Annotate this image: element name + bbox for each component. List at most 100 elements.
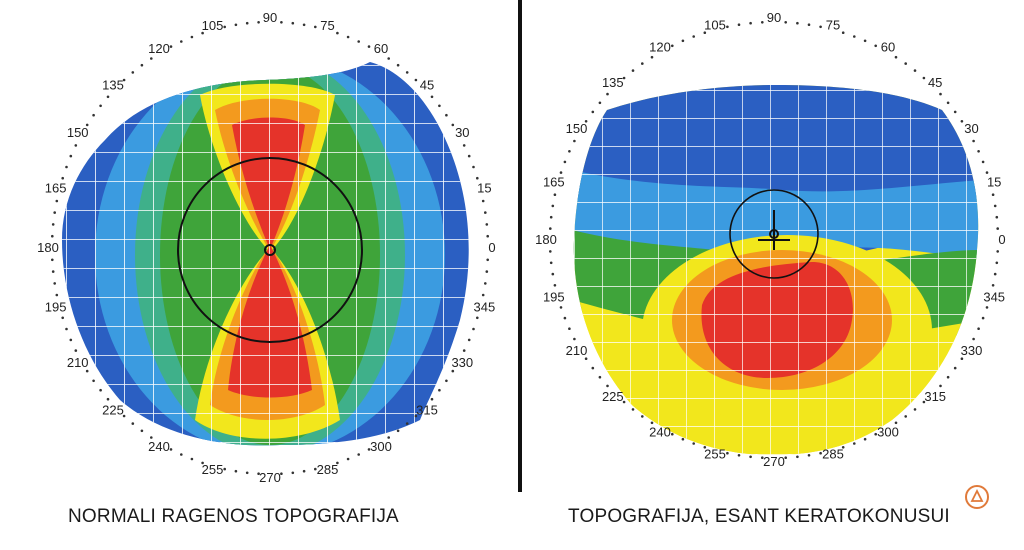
normal-degree-label-30: 30	[455, 125, 469, 140]
normal-degree-tick	[414, 78, 418, 82]
normal-degree-tick	[291, 21, 295, 25]
keratoconus-degree-tick	[841, 446, 845, 449]
keratoconus-degree-label-60: 60	[881, 40, 895, 55]
keratoconus-degree-tick	[606, 384, 609, 388]
keratoconus-degree-tick	[977, 327, 980, 331]
normal-degree-tick	[486, 258, 490, 262]
normal-degree-label-210: 210	[67, 355, 89, 370]
normal-degree-tick	[55, 293, 59, 297]
normal-degree-label-0: 0	[488, 240, 495, 255]
normal-degree-tick	[451, 123, 455, 127]
normal-degree-tick	[140, 429, 144, 433]
keratoconus-degree-tick	[953, 110, 957, 114]
keratoconus-degree-tick	[681, 39, 685, 43]
normal-degree-tick	[201, 461, 204, 465]
normal-degree-tick	[234, 469, 238, 473]
keratoconus-degree-label-120: 120	[649, 40, 671, 55]
keratoconus-degree-label-195: 195	[543, 290, 565, 305]
keratoconus-degree-tick	[863, 39, 867, 43]
normal-degree-tick	[445, 113, 448, 117]
keratoconus-degree-tick	[549, 261, 553, 265]
keratoconus-degree-label-270: 270	[763, 454, 785, 469]
normal-degree-tick	[367, 45, 371, 48]
keratoconus-degree-label-90: 90	[767, 10, 781, 25]
normal-degree-label-165: 165	[45, 181, 67, 196]
normal-center-marker	[264, 244, 276, 256]
normal-degree-tick	[314, 25, 317, 29]
keratoconus-degree-tick	[692, 35, 695, 38]
keratoconus-degree-tick	[584, 357, 588, 361]
keratoconus-degree-tick	[749, 21, 752, 25]
normal-degree-label-15: 15	[477, 181, 491, 196]
normal-degree-label-180: 180	[37, 240, 59, 255]
normal-degree-tick	[472, 327, 475, 331]
normal-degree-tick	[336, 461, 339, 465]
normal-degree-tick	[99, 104, 102, 108]
keratoconus-degree-label-30: 30	[964, 121, 978, 136]
keratoconus-degree-tick	[559, 306, 563, 309]
normal-degree-tick	[51, 223, 55, 226]
normal-degree-tick	[223, 467, 226, 471]
normal-degree-tick	[280, 472, 283, 476]
keratoconus-degree-tick	[796, 455, 799, 459]
normal-degree-tick	[481, 199, 485, 203]
keratoconus-degree-tick	[784, 456, 787, 460]
normal-degree-label-270: 270	[259, 470, 281, 485]
keratoconus-degree-tick	[591, 366, 595, 370]
normal-degree-tick	[169, 45, 173, 48]
normal-degree-tick	[85, 123, 89, 127]
keratoconus-degree-tick	[598, 375, 602, 379]
normal-degree-label-90: 90	[263, 10, 277, 25]
keratoconus-degree-tick	[641, 62, 644, 65]
keratoconus-degree-tick	[904, 62, 907, 65]
normal-degree-tick	[396, 429, 400, 433]
normal-degree-tick	[414, 414, 418, 418]
normal-degree-tick	[476, 316, 479, 320]
keratoconus-degree-label-75: 75	[826, 18, 840, 33]
normal-degree-label-120: 120	[148, 41, 170, 56]
normal-degree-label-300: 300	[370, 439, 392, 454]
keratoconus-degree-label-15: 15	[987, 175, 1001, 190]
normal-degree-tick	[257, 21, 260, 24]
keratoconus-degree-label-135: 135	[602, 75, 624, 90]
keratoconus-degree-tick	[591, 110, 595, 114]
keratoconus-degree-tick	[996, 250, 999, 253]
normal-degree-label-105: 105	[202, 18, 224, 33]
keratoconus-degree-tick	[993, 204, 997, 208]
normal-degree-tick	[61, 176, 64, 180]
keratoconus-degree-tick	[894, 421, 898, 425]
keratoconus-degree-tick	[977, 150, 980, 153]
normal-degree-tick	[55, 199, 59, 203]
normal-degree-tick	[485, 270, 489, 273]
keratoconus-degree-tick	[573, 337, 576, 341]
keratoconus-degree-tick	[568, 327, 571, 331]
keratoconus-degree-label-285: 285	[822, 446, 844, 461]
normal-degree-tick	[484, 282, 487, 285]
normal-degree-tick	[223, 25, 226, 29]
keratoconus-degree-tick	[819, 25, 822, 29]
keratoconus-degree-tick	[551, 204, 555, 208]
keratoconus-degree-tick	[939, 92, 942, 96]
keratoconus-degree-label-210: 210	[566, 343, 588, 358]
keratoconus-degree-tick	[622, 400, 626, 404]
keratoconus-degree-tick	[681, 437, 685, 441]
keratoconus-degree-label-150: 150	[566, 121, 588, 136]
keratoconus-degree-label-0: 0	[998, 232, 1005, 247]
keratoconus-degree-tick	[559, 171, 563, 174]
keratoconus-degree-tick	[841, 31, 845, 34]
keratoconus-degree-tick	[985, 306, 989, 309]
keratoconus-degree-tick	[960, 120, 964, 123]
normal-degree-tick	[486, 234, 490, 238]
keratoconus-degree-tick	[584, 120, 588, 123]
keratoconus-degree-tick	[972, 139, 975, 143]
normal-degree-label-315: 315	[416, 403, 438, 418]
keratoconus-degree-tick	[568, 150, 571, 153]
keratoconus-degree-label-255: 255	[704, 446, 726, 461]
keratoconus-degree-tick	[737, 23, 741, 27]
normal-degree-tick	[234, 23, 238, 27]
keratoconus-degree-tick	[985, 171, 989, 174]
normal-degree-tick	[53, 211, 56, 214]
normal-degree-tick	[106, 397, 110, 401]
keratoconus-degree-tick	[650, 55, 654, 59]
normal-degree-tick	[201, 31, 204, 35]
